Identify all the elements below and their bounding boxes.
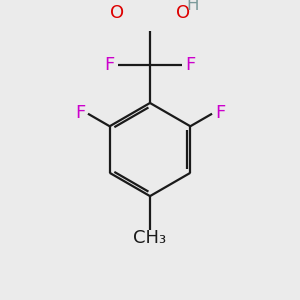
Text: F: F: [105, 56, 115, 74]
Text: H: H: [187, 0, 199, 14]
Text: F: F: [185, 56, 195, 74]
Text: O: O: [176, 4, 190, 22]
Text: F: F: [75, 104, 85, 122]
Text: CH₃: CH₃: [134, 229, 166, 247]
Text: F: F: [215, 104, 225, 122]
Text: O: O: [110, 4, 124, 22]
